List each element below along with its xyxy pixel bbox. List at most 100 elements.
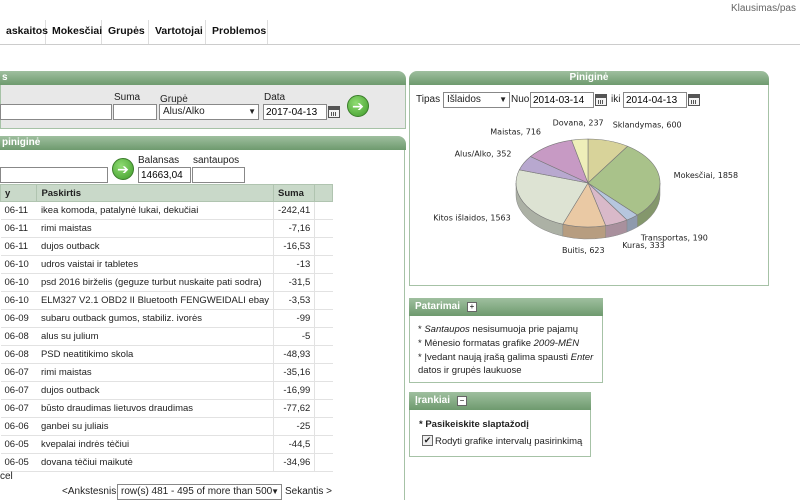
table-row[interactable]: 06-11 ikea komoda, patalynė lukai, dekuči…	[0, 201, 333, 220]
nuo-date-input[interactable]	[530, 92, 594, 108]
cell-desc: PSD neatitikimo skola	[36, 345, 274, 364]
cell-desc: psd 2016 birželis (geguze turbut nuskait…	[36, 273, 274, 292]
pie-slice[interactable]	[587, 145, 661, 216]
table-row[interactable]: 06-10 psd 2016 birželis (geguze turbut nu…	[0, 273, 333, 292]
cell-sum: -48,93	[273, 345, 315, 364]
pie-label: Buitis, 623	[562, 246, 605, 255]
table-row[interactable]: 06-08 alus su julium -5	[0, 327, 333, 346]
cell-desc: ELM327 V2.1 OBD2 II Bluetooth FENGWEIDAL…	[36, 291, 274, 310]
table-row[interactable]: 06-07 rimi maistas -35,16	[0, 363, 333, 382]
cell-date: 06-05	[0, 435, 37, 454]
description-input[interactable]	[0, 104, 112, 120]
cell-desc: dujos outback	[36, 237, 274, 256]
calendar-icon[interactable]	[595, 94, 607, 106]
pie-label: Kitos išlaidos, 1563	[433, 212, 511, 222]
tools-panel	[409, 410, 591, 457]
table-row[interactable]: 06-10 ELM327 V2.1 OBD2 II Bluetooth FENGW…	[0, 291, 333, 310]
cell-tail	[314, 255, 333, 274]
show-interval-checkbox[interactable]: ✔	[422, 435, 433, 446]
tips-header: Patarimai	[409, 298, 603, 316]
table-row[interactable]: 06-10 udros vaistai ir tabletes -13	[0, 255, 333, 274]
balansas-label: Balansas	[138, 155, 180, 166]
cell-desc: udros vaistai ir tabletes	[36, 255, 274, 274]
cell-desc: kvepalai indrės tėčiui	[36, 435, 274, 454]
cell-date: 06-10	[0, 291, 37, 310]
table-row[interactable]: 06-11 rimi maistas -7,16	[0, 219, 333, 238]
show-interval-label: Rodyti grafike intervalų pasirinkimą	[435, 436, 583, 447]
cancel-link[interactable]: cel	[0, 471, 13, 482]
nav-item-problemos[interactable]: Problemos	[206, 20, 268, 44]
col-date-header[interactable]: y	[0, 184, 38, 202]
table-row[interactable]: 06-11 dujos outback -16,53	[0, 237, 333, 256]
suma-input[interactable]	[113, 104, 157, 120]
table-row[interactable]: 06-07 būsto draudimas lietuvos draudimas -…	[0, 399, 333, 418]
balansas-field[interactable]	[138, 167, 191, 183]
iki-date-input[interactable]	[623, 92, 687, 108]
santaupos-field[interactable]	[192, 167, 245, 183]
cell-date: 06-05	[0, 453, 37, 472]
cell-desc: subaru outback gumos, stabiliz. ivorės	[36, 309, 274, 328]
table-row[interactable]: 06-08 PSD neatitikimo skola -48,93	[0, 345, 333, 364]
filter-button[interactable]: ➔	[112, 158, 134, 180]
cell-sum: -25	[273, 417, 315, 436]
cell-tail	[314, 291, 333, 310]
cell-sum: -242,41	[273, 201, 315, 220]
nav-item-grupes[interactable]: Grupės	[102, 20, 149, 44]
nav-item-vartotojai[interactable]: Vartotojai	[149, 20, 206, 44]
wallet-panel-header: piniginė	[0, 136, 406, 150]
cell-sum: -16,99	[273, 381, 315, 400]
table-row[interactable]: 06-07 dujos outback -16,99	[0, 381, 333, 400]
cell-sum: -77,62	[273, 399, 315, 418]
next-page-link[interactable]: Sekantis >	[285, 486, 332, 497]
col-desc-header[interactable]: Paskirtis	[36, 184, 275, 202]
submit-entry-button[interactable]: ➔	[347, 95, 369, 117]
grupe-select[interactable]: Alus/Alko ▼	[159, 104, 259, 120]
cell-sum: -31,5	[273, 273, 315, 292]
calendar-icon[interactable]	[328, 106, 340, 118]
cell-tail	[314, 363, 333, 382]
col-tail-header	[314, 184, 333, 202]
data-label: Data	[264, 92, 286, 103]
cell-sum: -16,53	[273, 237, 315, 256]
collapse-tools-icon[interactable]: −	[457, 396, 467, 406]
nav-item-saskaitos[interactable]: askaitos	[0, 20, 48, 44]
pie-label: Kuras, 333	[622, 241, 665, 250]
pie-label: Sklandymas, 600	[613, 120, 682, 129]
filter-input[interactable]	[0, 167, 108, 183]
cell-date: 06-07	[0, 381, 37, 400]
main-nav: askaitos Mokesčiai Grupės Vartotojai Pro…	[0, 20, 800, 45]
nuo-label: Nuo	[511, 94, 530, 105]
dropdown-arrow-icon: ▼	[248, 107, 256, 116]
calendar-icon[interactable]	[688, 94, 700, 106]
cell-date: 06-10	[0, 273, 37, 292]
prev-page-link[interactable]: <Ankstesnis	[62, 486, 117, 497]
change-password-link[interactable]: * Pasikeiskite slaptažodį	[419, 419, 529, 430]
wallet-panel	[0, 150, 405, 500]
cell-desc: dujos outback	[36, 381, 274, 400]
cell-tail	[314, 453, 333, 472]
cell-sum: -5	[273, 327, 315, 346]
tips-panel	[409, 316, 603, 383]
help-link[interactable]: Klausimas/pas	[730, 3, 796, 14]
cell-desc: ganbei su juliais	[36, 417, 274, 436]
date-input[interactable]	[263, 104, 327, 120]
cell-date: 06-11	[0, 219, 37, 238]
col-sum-header[interactable]: Suma	[273, 184, 316, 202]
table-header-row: y Paskirtis Suma	[0, 184, 333, 202]
table-row[interactable]: 06-05 kvepalai indrės tėčiui -44,5	[0, 435, 333, 454]
pie-slice[interactable]	[515, 169, 589, 225]
cell-sum: -7,16	[273, 219, 315, 238]
nav-item-mokesciai[interactable]: Mokesčiai	[46, 20, 102, 44]
table-row[interactable]: 06-06 ganbei su juliais -25	[0, 417, 333, 436]
table-row[interactable]: 06-09 subaru outback gumos, stabiliz. ivo…	[0, 309, 333, 328]
pie-slice[interactable]	[571, 138, 589, 184]
dropdown-arrow-icon: ▼	[271, 487, 279, 496]
cell-date: 06-08	[0, 345, 37, 364]
expand-tips-icon[interactable]: +	[467, 302, 477, 312]
cell-tail	[314, 399, 333, 418]
table-row[interactable]: 06-05 dovana tėčiui maikutė -34,96	[0, 453, 333, 472]
cell-sum: -3,53	[273, 291, 315, 310]
tipas-select[interactable]: Išlaidos ▼	[443, 92, 510, 108]
page-range-select[interactable]: row(s) 481 - 495 of more than 500 ▼	[117, 484, 282, 500]
cell-tail	[314, 417, 333, 436]
